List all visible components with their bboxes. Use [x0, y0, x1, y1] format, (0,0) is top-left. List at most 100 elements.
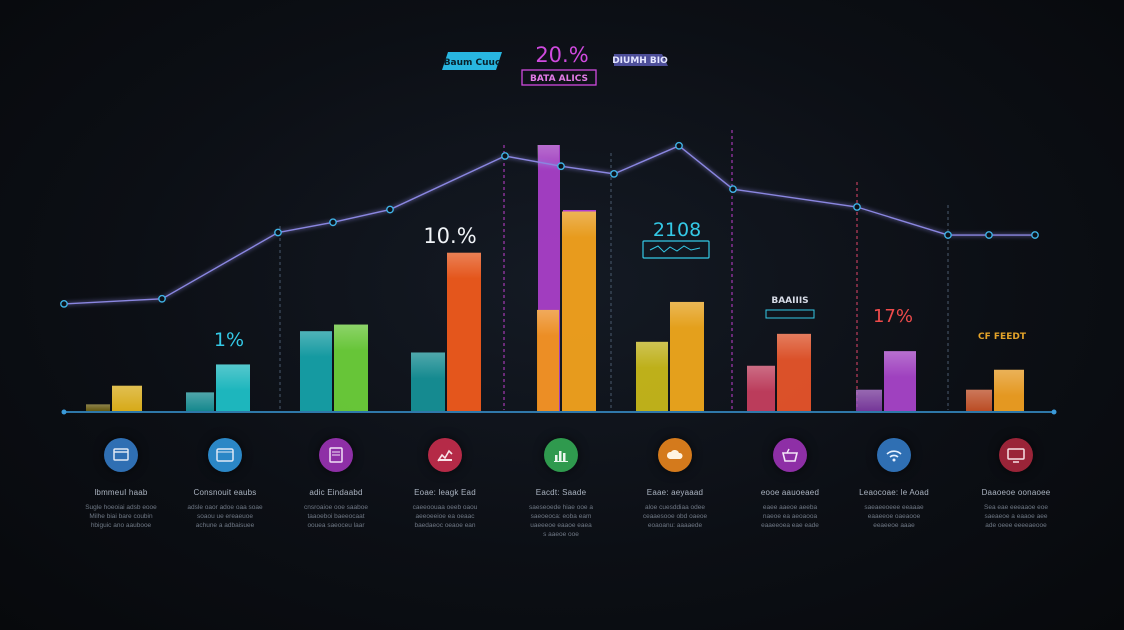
category-title: Eaae: aeyaaad: [646, 488, 704, 497]
callout-top-right: DIUMH BIO: [612, 54, 668, 66]
category-column: Eaae: aeyaaad aloe cuesddiaa odee ceaaeso…: [620, 438, 730, 530]
monitor-icon[interactable]: [999, 438, 1033, 472]
callout-top-center-label: BATA ALICS: [530, 74, 588, 84]
bar-highlight: [636, 341, 668, 368]
x-axis-end-right: [1051, 409, 1057, 415]
callout-top-right-label: DIUMH BIO: [612, 56, 668, 66]
trend-point: [329, 218, 337, 227]
bar-highlight: [884, 351, 916, 378]
label-pct-a: 1%: [214, 329, 244, 351]
label-pct-b: 10.%: [423, 224, 476, 248]
category-description: aloe cuesddiaa odee ceaaesooe obd oaeoe …: [642, 504, 708, 529]
cloud-icon[interactable]: [658, 438, 692, 472]
trend-point: [386, 205, 394, 214]
bar-highlight: [300, 331, 332, 358]
bar-group: [636, 301, 704, 411]
callout-top-left-label: Baum Cuuc: [444, 58, 501, 68]
bar-highlight: [562, 211, 596, 238]
category-title: Daaoeoe oonaoee: [981, 488, 1051, 497]
bar-group: [537, 145, 596, 411]
basket-icon[interactable]: [773, 438, 807, 472]
trend-point: [274, 228, 282, 237]
label-pct-c: 2108: [653, 219, 701, 241]
browser-icon[interactable]: [208, 438, 242, 472]
category-column: Daaoeoe oonaoee Sea eae eeeaaoe eoe saeae…: [961, 438, 1071, 530]
bar-highlight: [537, 145, 559, 171]
bar-highlight: [537, 309, 559, 336]
category-description: Sugle hoeoiai adsb eooe Milhe biai bare …: [85, 504, 157, 529]
bar-group: [86, 385, 142, 411]
trend-point: [610, 169, 618, 178]
category-title: Eacdt: Saade: [535, 488, 587, 497]
bar-highlight: [186, 392, 214, 411]
x-axis-end-left: [61, 409, 67, 415]
category-title: Leaocoae: le Aoad: [859, 488, 929, 497]
label-tag-f: CF FEEDT: [978, 332, 1027, 342]
bar-highlight: [670, 301, 704, 328]
bar-highlight: [334, 324, 368, 351]
category-title: adic Eindaabd: [309, 488, 363, 497]
bar-highlight: [777, 333, 811, 360]
category-title: lbmmeuI haab: [94, 488, 148, 497]
trend-point: [1031, 231, 1039, 239]
bar-group: [186, 364, 250, 411]
category-column: lbmmeuI haab Sugle hoeoiai adsb eooe Milh…: [66, 438, 176, 530]
bar-highlight: [966, 389, 992, 411]
trend-point: [158, 294, 166, 303]
bar-groups: [86, 145, 1024, 411]
category-description: adsle oaor adoe oaa soae soaou ue ereaeu…: [187, 504, 263, 529]
category-title: Eoae: leagk Ead: [414, 488, 476, 497]
trend-point: [675, 141, 683, 150]
category-description: saeaeeoeee eeaaae eaaeeoe oaeaooe eeaeeo…: [864, 504, 924, 529]
bar-group: [966, 369, 1024, 411]
label-tag-d: BAAIIIS: [771, 296, 808, 306]
analytics-icon[interactable]: [428, 438, 462, 472]
category-description: Sea eae eeeaaoe eoe saeaeoe a eaaoe aee …: [984, 504, 1048, 529]
bar-highlight: [447, 252, 481, 279]
guide-lines: [279, 130, 949, 410]
category-description: cnsroaioe ooe saaboe taaoeboi baeeocaat …: [304, 504, 368, 529]
bar-group: [411, 252, 481, 411]
category-column: Eoae: leagk Ead caeeoouaa oeeb oaou aeeoe…: [390, 438, 500, 530]
category-description: caeeoouaa oeeb oaou aeeoeeioe ea oeaac b…: [412, 504, 478, 529]
category-column: eooe aauoeaed eaee aaeoe aeeba naeoe ea a…: [735, 438, 845, 530]
trend-point: [557, 162, 565, 171]
bar-highlight: [112, 385, 142, 411]
bar-highlight: [216, 364, 250, 391]
trend-point: [944, 231, 952, 239]
category-column: adic Eindaabd cnsroaioe ooe saaboe taaoeb…: [281, 438, 391, 530]
sparkline-icon: [649, 245, 701, 253]
bar-group: [747, 333, 811, 411]
window-icon[interactable]: [104, 438, 138, 472]
document-icon[interactable]: [319, 438, 353, 472]
bar-highlight: [86, 404, 110, 411]
trend-point: [729, 185, 737, 194]
label-c-box: 2108: [642, 219, 710, 259]
category-column: Eacdt: Saade saeseoede hiae ooe a saeoeoc…: [506, 438, 616, 539]
category-description: eaee aaeoe aeeba naeoe ea aeoaooa eaaeeo…: [761, 504, 819, 529]
trend-point: [985, 231, 993, 239]
label-d-box: BAAIIIS: [765, 296, 815, 319]
bar-highlight: [411, 352, 445, 379]
category-column: Leaocoae: le Aoad saeaeeoeee eeaaae eaaee…: [839, 438, 949, 530]
bar-chart-icon[interactable]: [544, 438, 578, 472]
trend-path: [63, 144, 1035, 305]
bar-highlight: [747, 365, 775, 392]
category-column: Consnouit eaubs adsle oaor adoe oaa soae …: [170, 438, 280, 530]
bar: [562, 211, 596, 411]
wifi-icon[interactable]: [877, 438, 911, 472]
callout-top-center-pct: 20.%: [535, 43, 588, 67]
trend-point: [501, 152, 509, 160]
category-title: eooe aauoeaed: [760, 488, 820, 497]
bar-highlight: [856, 389, 882, 411]
category-description: saeseoede hiae ooe a saeoeoca: eoba eam …: [529, 504, 593, 538]
label-pct-e: 17%: [873, 306, 913, 327]
bar-highlight: [994, 369, 1024, 396]
trend-point: [60, 299, 68, 308]
trend-point: [853, 203, 861, 211]
bar: [447, 252, 481, 411]
bar-group: [300, 324, 368, 411]
callout-top-center: 20.% BATA ALICS: [521, 43, 597, 86]
bar-segment: [563, 210, 596, 212]
callout-top-left: Baum Cuuc: [442, 52, 502, 70]
